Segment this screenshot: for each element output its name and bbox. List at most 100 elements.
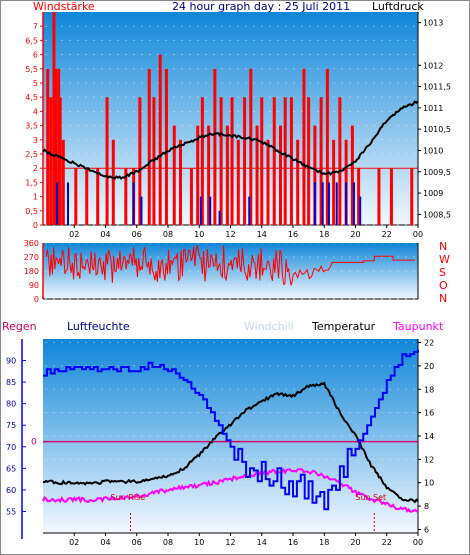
grid-dot — [245, 270, 247, 272]
grid-dot — [245, 482, 247, 484]
grid-dot — [93, 39, 95, 41]
grid-dot — [221, 342, 223, 344]
grid-dot — [293, 224, 295, 226]
grid-dot — [77, 110, 79, 112]
grid-dot — [85, 388, 87, 390]
grid-dot — [317, 284, 319, 286]
wind-avg-bar — [352, 182, 355, 225]
grid-dot — [373, 435, 375, 437]
dewpoint-line — [42, 467, 419, 513]
grid-dot — [93, 82, 95, 84]
grid-dot — [253, 82, 255, 84]
grid-dot — [269, 256, 271, 258]
wind-label: Windstärke — [33, 0, 95, 13]
grid-dot — [77, 181, 79, 183]
grid-dot — [341, 96, 343, 98]
grid-dot — [317, 412, 319, 414]
grid-dot — [109, 125, 111, 127]
grid-dot — [381, 82, 383, 84]
grid-dot — [349, 110, 351, 112]
grid-dot — [69, 435, 71, 437]
grid-dot — [213, 528, 215, 530]
grid-dot — [53, 388, 55, 390]
grid-dot — [93, 388, 95, 390]
grid-dot — [205, 224, 207, 226]
grid-dot — [309, 242, 311, 244]
grid-dot — [381, 365, 383, 367]
x-tick-label: 08 — [163, 538, 173, 547]
grid-dot — [77, 125, 79, 127]
wind-avg-bar — [345, 182, 348, 225]
grid-dot — [405, 39, 407, 41]
grid-dot — [293, 458, 295, 460]
grid-dot — [285, 25, 287, 27]
grid-dot — [77, 284, 79, 286]
grid-dot — [197, 54, 199, 56]
grid-dot — [77, 256, 79, 258]
grid-dot — [405, 54, 407, 56]
grid-dot — [325, 25, 327, 27]
grid-dot — [349, 528, 351, 530]
grid-dot — [53, 298, 55, 300]
grid-dot — [269, 528, 271, 530]
grid-dot — [157, 68, 159, 70]
grid-dot — [221, 256, 223, 258]
temperature-line — [42, 381, 419, 504]
grid-dot — [69, 388, 71, 390]
y-tick-label: 0,5 — [25, 207, 38, 216]
grid-dot — [165, 482, 167, 484]
grid-dot — [109, 39, 111, 41]
grid-dot — [277, 242, 279, 244]
grid-dot — [381, 528, 383, 530]
grid-dot — [245, 388, 247, 390]
grid-dot — [197, 96, 199, 98]
grid-dot — [357, 435, 359, 437]
grid-dot — [277, 110, 279, 112]
grid-dot — [205, 153, 207, 155]
wind-bar — [332, 139, 336, 225]
grid-dot — [189, 388, 191, 390]
grid-dot — [93, 270, 95, 272]
grid-dot — [397, 25, 399, 27]
grid-dot — [85, 68, 87, 70]
grid-dot — [101, 153, 103, 155]
grid-dot — [101, 25, 103, 27]
grid-dot — [309, 54, 311, 56]
grid-dot — [293, 365, 295, 367]
grid-dot — [173, 435, 175, 437]
grid-dot — [253, 284, 255, 286]
grid-dot — [253, 256, 255, 258]
y-tick-label: 5,5 — [25, 65, 38, 74]
grid-dot — [101, 96, 103, 98]
grid-dot — [53, 342, 55, 344]
grid-dot — [229, 298, 231, 300]
wind-avg-bar — [132, 182, 135, 225]
grid-dot — [285, 242, 287, 244]
grid-dot — [221, 284, 223, 286]
grid-dot — [325, 365, 327, 367]
grid-dot — [293, 528, 295, 530]
grid-dot — [133, 139, 135, 141]
grid-dot — [157, 139, 159, 141]
grid-dot — [277, 284, 279, 286]
grid-dot — [85, 39, 87, 41]
grid-dot — [301, 125, 303, 127]
grid-dot — [133, 54, 135, 56]
wind-avg-bar — [335, 182, 338, 225]
grid-dot — [397, 528, 399, 530]
grid-dot — [197, 458, 199, 460]
y2-tick-label: 18 — [424, 385, 434, 394]
wind-direction-line — [45, 244, 415, 286]
y-tick-label: 2 — [33, 164, 38, 173]
grid-dot — [397, 153, 399, 155]
grid-dot — [269, 284, 271, 286]
grid-dot — [77, 39, 79, 41]
grid-dot — [349, 68, 351, 70]
wind-bar — [230, 97, 234, 225]
grid-dot — [125, 25, 127, 27]
grid-dot — [173, 270, 175, 272]
grid-dot — [357, 39, 359, 41]
grid-dot — [405, 412, 407, 414]
grid-dot — [149, 284, 151, 286]
grid-dot — [45, 505, 47, 507]
